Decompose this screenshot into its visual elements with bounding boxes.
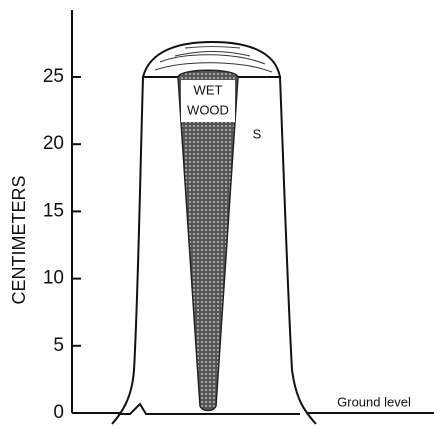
stump-base (118, 402, 300, 415)
stump-top (141, 40, 282, 78)
sapwood-label: S (253, 126, 262, 141)
tick-label: 25 (43, 66, 64, 87)
axis-label: CENTIMETERS (9, 175, 29, 304)
tick-label: 15 (43, 200, 64, 221)
tick-label: 5 (53, 335, 64, 356)
tick-label: 20 (43, 133, 64, 154)
growth-rings (154, 46, 273, 73)
tick-label: 10 (43, 268, 64, 289)
wet-wood-label: WOOD (187, 102, 229, 117)
wet-wood-region (177, 69, 239, 412)
ground-label: Ground level (337, 394, 411, 409)
tick-label: 0 (53, 402, 64, 423)
wet-wood-label-box (181, 80, 235, 122)
wet-wood-label: WET (194, 82, 223, 97)
